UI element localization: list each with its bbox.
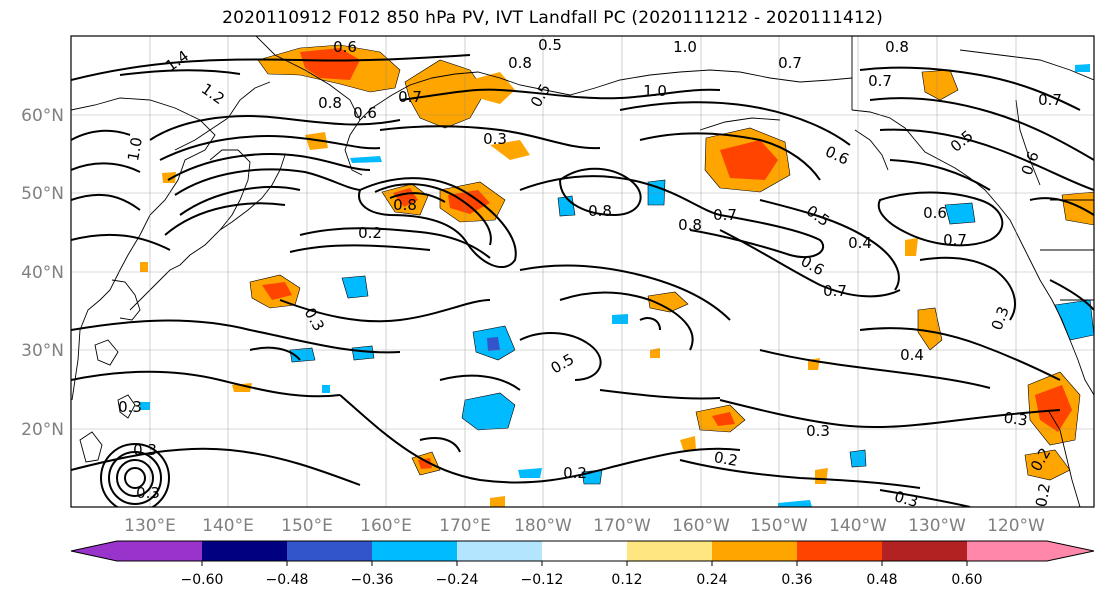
colorbar-segment [967,541,1047,561]
contour-label: 0.5 [538,36,562,54]
colorbar-extend-min [71,541,117,561]
contour-label: 0.6 [923,204,947,222]
lat-label-40n: 40°N [21,263,64,283]
colorbar-tick-label: −0.60 [181,572,224,588]
colorbar-segment [287,541,372,561]
contour-label: 0.3 [133,441,157,459]
lon-label-140e: 140°E [202,516,254,536]
contour-label: 0.4 [900,346,924,364]
colorbar-extend-max [1047,541,1094,561]
colorbar-segment [627,541,712,561]
contour-label: 0.2 [563,464,587,482]
colorbar-tick-label: 0.12 [611,572,642,588]
colorbar: −0.60 −0.48 −0.36 −0.24 −0.12 0.12 0.24 … [70,540,1095,588]
colorbar-segment [542,541,627,561]
lon-label-170w: 170°W [593,516,651,536]
lat-label-50n: 50°N [21,184,64,204]
colorbar-tick-label: 0.36 [781,572,812,588]
contour-label: 0.7 [398,88,422,106]
lon-label-160w: 160°W [672,516,730,536]
colorbar-outline [70,540,1095,562]
colorbar-tick-label: −0.48 [266,572,309,588]
lat-label-20n: 20°N [21,420,64,440]
colorbar-tick-label: −0.24 [436,572,479,588]
contour-label: 0.6 [333,38,357,56]
lon-label-180w: 180°W [514,516,572,536]
colorbar-segment [457,541,542,561]
contour-label: 0.7 [778,54,802,72]
colorbar-tick-label: −0.36 [351,572,394,588]
contour-label: 0.3 [1003,408,1029,429]
contour-label: 0.8 [318,94,342,112]
lon-label-130e: 130°E [124,516,176,536]
contour-label: 0.7 [823,282,847,300]
lat-label-30n: 30°N [21,341,64,361]
lat-label-60n: 60°N [21,106,64,126]
contour-label: 1.0 [124,136,146,163]
map-title: 2020110912 F012 850 hPa PV, IVT Landfall… [222,8,883,28]
coastlines [71,36,1094,507]
contour-label: 0.7 [943,231,967,249]
gridlines [71,36,1094,507]
colorbar-tick-label: 0.60 [951,572,982,588]
contour-label: 0.7 [1038,91,1062,109]
contour-label: 0.3 [806,422,830,440]
colorbar-segment [372,541,457,561]
ivt-contours [71,54,1094,507]
colorbar-tick-label: −0.12 [521,572,564,588]
contour-label: 0.6 [353,104,377,122]
contour-label: 0.3 [118,398,142,416]
colorbar-segment [202,541,287,561]
lon-label-120w: 120°W [987,516,1045,536]
colorbar-segment [882,541,967,561]
contour-label: 0.2 [1032,482,1054,509]
contour-label: 0.7 [713,206,737,224]
contour-label: 0.2 [713,448,740,470]
contour-label: 0.8 [885,38,909,56]
map-frame [70,35,1095,508]
contour-label: 0.8 [393,196,417,214]
lon-label-130w: 130°W [908,516,966,536]
contour-label: 0.8 [508,54,532,72]
latitude-labels: 60°N 50°N 40°N 30°N 20°N [21,106,64,440]
lon-label-160e: 160°E [360,516,412,536]
lon-label-150w: 150°W [750,516,808,536]
map-panel [71,36,1094,507]
contour-label: 0.3 [136,484,160,502]
contour-label: 0.7 [868,72,892,90]
contour-label: 0.3 [892,487,920,511]
contour-label: 0.2 [358,224,382,242]
colorbar-tick-label: 0.48 [866,572,897,588]
contour-label: 0.4 [848,234,872,252]
lon-label-150e: 150°E [281,516,333,536]
contour-label: 1.0 [643,82,667,100]
colorbar-segment [117,541,202,561]
lon-label-140w: 140°W [829,516,887,536]
lon-label-170e: 170°E [439,516,491,536]
contour-label: 1.0 [673,38,697,56]
contour-label: 0.8 [678,216,702,234]
pv-shading [140,44,1094,507]
contour-label: 0.3 [483,130,507,148]
longitude-labels: 130°E 140°E 150°E 160°E 170°E 180°W 170°… [124,516,1045,536]
colorbar-segment [797,541,882,561]
contour-label: 0.8 [588,202,612,220]
colorbar-segment [712,541,797,561]
colorbar-tick-label: 0.24 [696,572,727,588]
